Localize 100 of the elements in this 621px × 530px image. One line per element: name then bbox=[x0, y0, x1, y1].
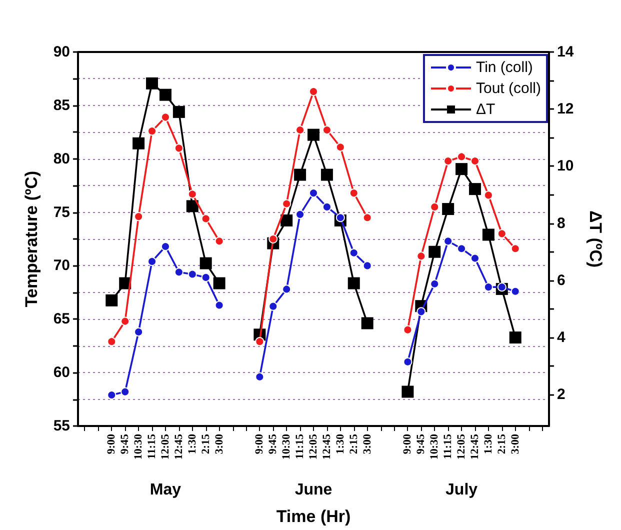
point bbox=[280, 214, 293, 226]
y2-tick-label: 14 bbox=[557, 44, 574, 60]
point bbox=[134, 327, 144, 336]
x-tick-label: 9:00 bbox=[106, 434, 118, 454]
y-tick-label: 80 bbox=[53, 150, 70, 168]
point bbox=[497, 229, 506, 238]
point bbox=[403, 357, 412, 366]
point bbox=[349, 188, 358, 198]
point bbox=[320, 168, 333, 181]
point bbox=[255, 337, 264, 346]
point bbox=[200, 257, 212, 270]
point bbox=[510, 244, 520, 254]
point bbox=[160, 112, 170, 122]
x-tick-label: 12:45 bbox=[172, 434, 185, 460]
y-tick-label: 65 bbox=[53, 310, 70, 328]
x-tick-label: 10:30 bbox=[280, 434, 293, 460]
x-tick-label: 10:30 bbox=[428, 434, 441, 460]
x-tick-label: 1:30 bbox=[334, 434, 346, 454]
x-tick-label: 9:45 bbox=[119, 434, 132, 454]
point bbox=[296, 210, 305, 219]
point bbox=[294, 168, 306, 181]
point bbox=[296, 126, 305, 135]
point bbox=[132, 137, 145, 150]
point bbox=[214, 300, 224, 310]
point bbox=[309, 188, 318, 198]
point bbox=[213, 277, 226, 290]
x-tick-label: 2:15 bbox=[496, 434, 508, 454]
point bbox=[402, 386, 414, 398]
point bbox=[510, 286, 520, 296]
y-tick-label: 70 bbox=[53, 257, 70, 274]
point bbox=[120, 316, 130, 326]
point bbox=[188, 190, 197, 199]
point bbox=[470, 254, 480, 263]
x-tick-label: 2:15 bbox=[200, 434, 212, 454]
point bbox=[336, 213, 345, 222]
text: June bbox=[294, 482, 332, 498]
x-tick-label: 12:05 bbox=[456, 434, 468, 460]
point bbox=[159, 88, 172, 101]
x-tick-label: 12:45 bbox=[320, 434, 333, 460]
point bbox=[416, 252, 426, 261]
x-tick-label: 11:15 bbox=[442, 434, 454, 460]
point bbox=[322, 126, 332, 135]
point bbox=[430, 202, 440, 212]
x-tick-label: 10:30 bbox=[132, 434, 145, 460]
point bbox=[457, 152, 466, 162]
point bbox=[482, 228, 494, 241]
point bbox=[457, 244, 466, 254]
x-tick-label: 11:15 bbox=[294, 434, 306, 460]
y-tick-label: 75 bbox=[53, 204, 70, 221]
point bbox=[361, 317, 374, 330]
y-tick-label: 90 bbox=[53, 44, 70, 60]
legend-label: Tout (coll) bbox=[476, 80, 542, 97]
x-tick-label: 9:00 bbox=[254, 434, 266, 454]
y-axis-title: Temperature (ºC) bbox=[22, 170, 41, 308]
point bbox=[255, 372, 264, 382]
point bbox=[120, 387, 130, 396]
point bbox=[416, 307, 426, 316]
x-tick-label: 9:00 bbox=[402, 434, 414, 454]
point bbox=[172, 106, 185, 118]
x-tick-label: 12:45 bbox=[468, 434, 481, 460]
y2-tick-label: 4 bbox=[557, 328, 566, 346]
point bbox=[362, 261, 372, 270]
point bbox=[442, 203, 454, 216]
point bbox=[430, 279, 440, 288]
point bbox=[107, 337, 116, 346]
point bbox=[282, 284, 292, 294]
y2-tick-label: 10 bbox=[557, 158, 574, 175]
x-tick-label: 1:30 bbox=[482, 434, 494, 454]
text: May bbox=[150, 482, 182, 498]
point bbox=[148, 256, 157, 266]
point bbox=[336, 142, 345, 152]
point bbox=[174, 144, 184, 153]
point bbox=[509, 331, 522, 344]
y-tick-label: 85 bbox=[53, 96, 70, 114]
y2-tick-label: 12 bbox=[557, 100, 574, 118]
x-tick-label: 3:00 bbox=[361, 434, 374, 454]
x-tick-label: 9:45 bbox=[415, 434, 428, 454]
x-tick-label: 3:00 bbox=[213, 434, 226, 454]
x-tick-label: 12:05 bbox=[308, 434, 320, 460]
point bbox=[484, 190, 493, 200]
point bbox=[174, 268, 184, 277]
y-tick-label: 60 bbox=[53, 364, 70, 382]
point bbox=[201, 214, 210, 224]
x-axis-title: Time (Hr) bbox=[276, 507, 351, 526]
y2-tick-label: 2 bbox=[557, 386, 566, 404]
point bbox=[268, 302, 278, 311]
point bbox=[308, 128, 320, 141]
x-tick-label: 11:15 bbox=[146, 434, 158, 460]
point bbox=[201, 272, 210, 282]
point bbox=[444, 236, 453, 246]
point bbox=[484, 282, 493, 292]
point bbox=[322, 202, 332, 212]
point bbox=[214, 236, 224, 246]
legend-label: Tin (coll) bbox=[476, 59, 533, 76]
x-tick-label: 2:15 bbox=[348, 434, 360, 454]
point bbox=[348, 277, 360, 290]
point bbox=[456, 163, 468, 176]
point bbox=[362, 213, 372, 222]
point bbox=[186, 200, 198, 212]
x-tick-label: 3:00 bbox=[509, 434, 522, 454]
